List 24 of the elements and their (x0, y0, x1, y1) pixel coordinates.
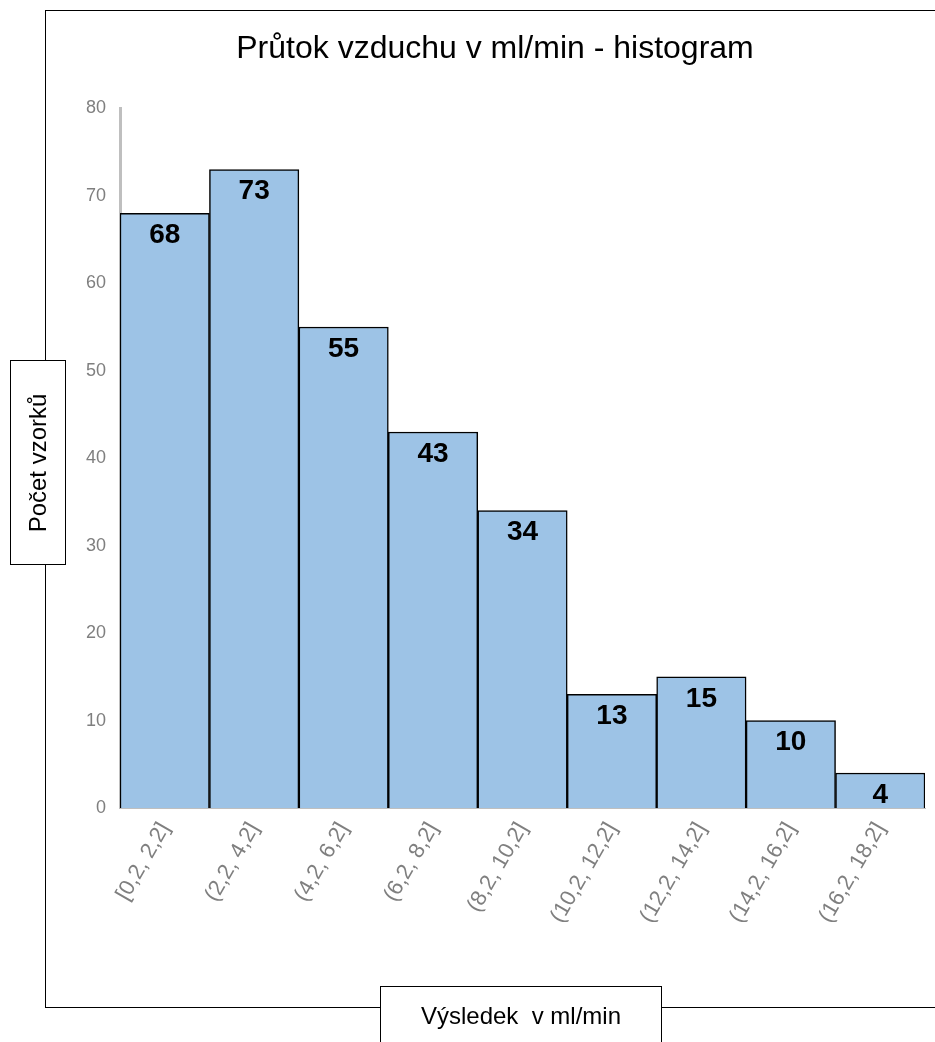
y-tick-label: 40 (85, 447, 106, 468)
data-label: 73 (238, 174, 270, 206)
x-tick-label: (2,2, 4,2] (198, 817, 264, 906)
data-label: 68 (149, 218, 181, 250)
y-tick-label: 80 (85, 97, 106, 118)
x-axis-title: Výsledek v ml/min (380, 986, 662, 1042)
y-axis-title: Počet vzorků (24, 393, 52, 532)
data-label: 55 (328, 331, 360, 363)
x-tick-label: (6,2, 8,2] (377, 817, 443, 906)
y-tick-label: 30 (85, 534, 106, 555)
x-tick-label: (4,2, 6,2] (288, 817, 354, 906)
y-tick-label: 50 (85, 359, 106, 380)
data-label: 13 (596, 699, 628, 731)
data-label: 4 (872, 777, 889, 809)
data-label: 10 (775, 725, 807, 757)
data-label: 15 (685, 681, 717, 713)
data-label: 43 (417, 436, 449, 468)
y-tick-label: 20 (85, 622, 106, 643)
y-tick-label: 10 (85, 709, 106, 730)
data-label: 34 (506, 515, 539, 547)
y-tick-label: 60 (85, 272, 106, 293)
y-tick-label: 70 (85, 184, 106, 205)
chart-title: Průtok vzduchu v ml/min - histogram (236, 29, 754, 66)
y-tick-label: 0 (95, 796, 106, 817)
